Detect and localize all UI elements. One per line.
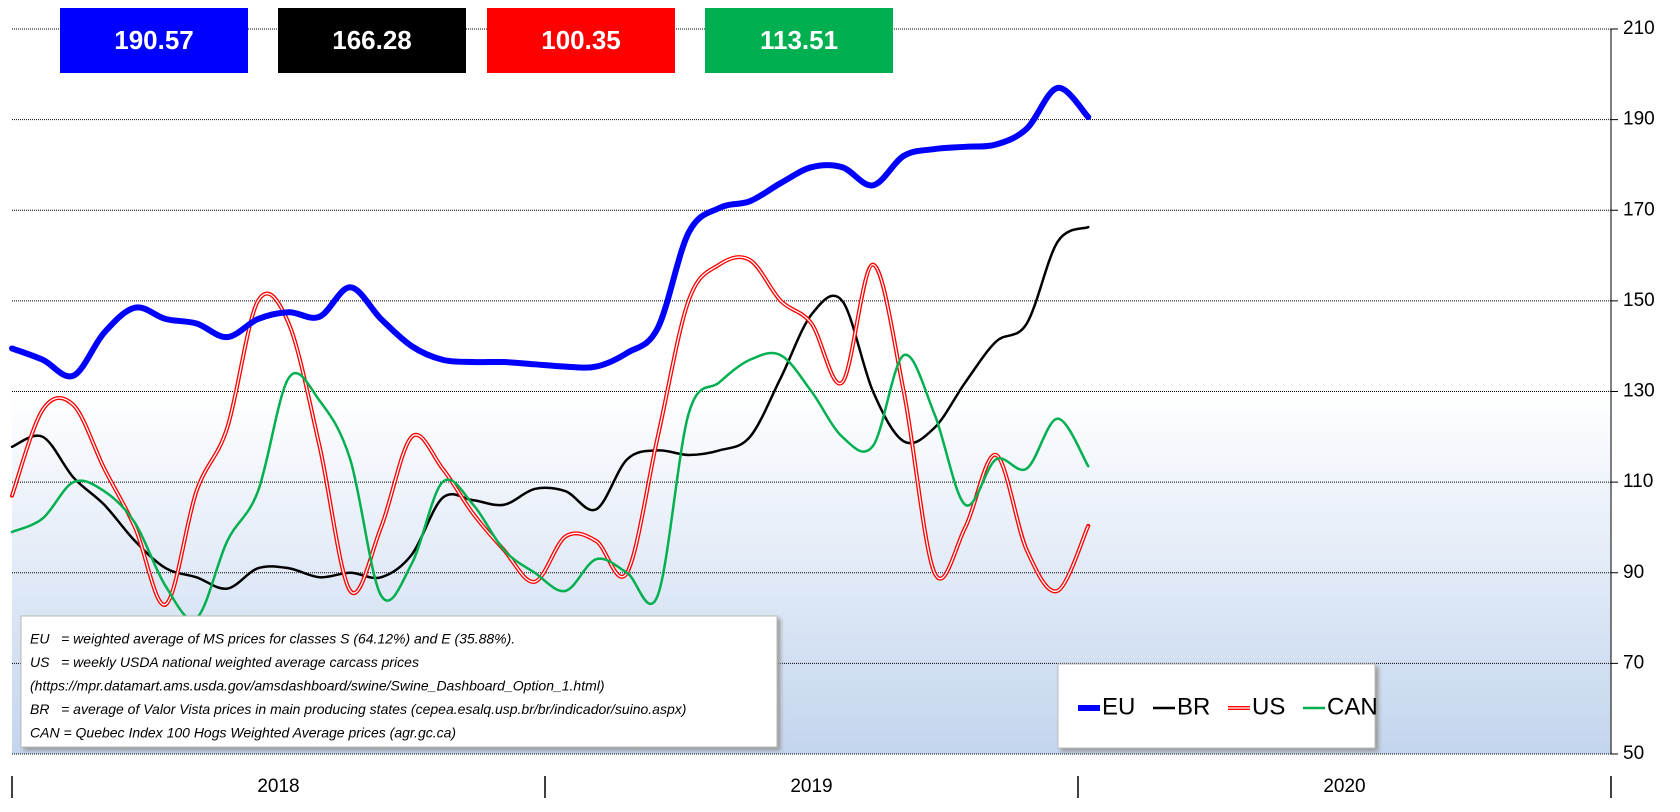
note-line: US = weekly USDA national weighted avera… — [30, 654, 419, 670]
y-tick-label: 170 — [1623, 199, 1655, 220]
y-tick-label: 110 — [1623, 471, 1653, 492]
value-box — [487, 8, 675, 73]
value-box — [278, 8, 466, 73]
y-tick-label: 130 — [1623, 381, 1655, 402]
y-tick-label: 50 — [1623, 743, 1644, 764]
legend-label: CAN — [1327, 693, 1378, 720]
value-box-label: 190.57 — [114, 25, 194, 55]
y-tick-label: 70 — [1623, 652, 1644, 673]
note-line: EU = weighted average of MS prices for c… — [30, 631, 515, 647]
note-line: BR = average of Valor Vista prices in ma… — [30, 701, 686, 717]
value-box — [60, 8, 248, 73]
series-line — [10, 351, 1090, 621]
legend-label: BR — [1177, 693, 1210, 720]
legend-box — [1057, 663, 1376, 749]
value-box-label: 113.51 — [760, 25, 838, 55]
series-line — [9, 84, 1092, 380]
x-tick-label: 2019 — [790, 776, 832, 797]
legend-label: EU — [1102, 693, 1135, 720]
x-tick-label: 2020 — [1323, 776, 1365, 797]
y-tick-label: 90 — [1623, 562, 1644, 583]
value-box-label: 100.35 — [541, 25, 621, 55]
value-box-label: 166.28 — [332, 25, 412, 55]
value-box — [705, 8, 893, 73]
x-tick-label: 2018 — [257, 776, 299, 797]
note-line: (https://mpr.datamart.ams.usda.gov/amsda… — [30, 678, 605, 694]
notes-box — [20, 615, 778, 748]
y-tick-label: 210 — [1623, 18, 1655, 39]
note-line: CAN = Quebec Index 100 Hogs Weighted Ave… — [30, 725, 456, 741]
series-line — [10, 225, 1090, 590]
y-tick-label: 190 — [1623, 109, 1655, 130]
legend-label: US — [1252, 693, 1285, 720]
series-line-inner — [11, 256, 1089, 606]
y-tick-label: 150 — [1623, 290, 1655, 311]
